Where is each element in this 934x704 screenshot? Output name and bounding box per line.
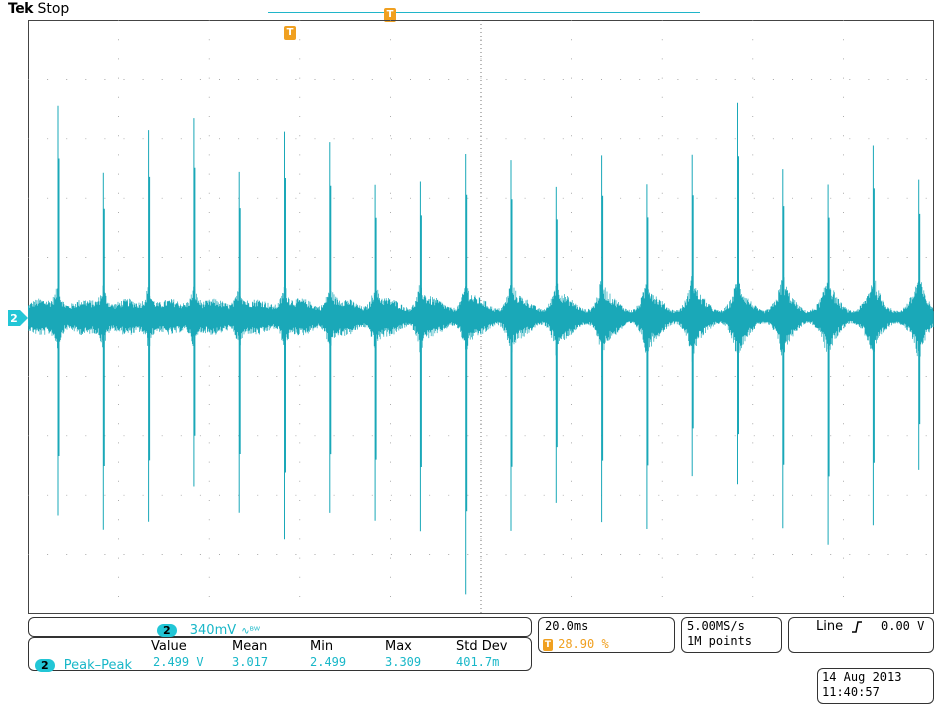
- waveform-spike: [782, 169, 785, 529]
- trigger-position-icon[interactable]: T: [284, 26, 296, 40]
- waveform-spike: [284, 131, 286, 540]
- waveform-spike: [419, 181, 422, 532]
- waveform-spike: [555, 186, 558, 503]
- measure-header-max: Max: [385, 639, 412, 654]
- record-length: 1M points: [687, 634, 753, 648]
- channel-2-ground-marker[interactable]: 2: [8, 310, 28, 326]
- date: 14 Aug 2013: [822, 670, 902, 684]
- waveform-spike: [646, 184, 649, 529]
- measure-min: 2.499: [310, 655, 347, 669]
- waveform-spike: [148, 130, 151, 522]
- measure-header-mean: Mean: [232, 639, 268, 654]
- waveform-spike: [329, 142, 332, 513]
- record-trigger-icon: T: [384, 8, 396, 22]
- waveform-spike: [872, 145, 875, 526]
- ac-bandwidth-limit-icon: ∿ᴮᵂ: [241, 626, 261, 637]
- time-per-division: 20.0ms: [545, 619, 589, 633]
- measure-mean: 3.017: [232, 655, 269, 669]
- trigger-source: Line: [816, 619, 844, 634]
- waveform-spike: [193, 118, 196, 487]
- waveform-spike: [57, 105, 60, 516]
- waveform-spike: [918, 179, 921, 470]
- measurement-channel-badge: 2: [35, 659, 55, 672]
- measure-value: 2.499 V: [153, 655, 204, 669]
- timebase-readout[interactable]: 20.0ms T 28.90 %: [538, 617, 675, 653]
- waveform-spike: [601, 155, 604, 523]
- rising-edge-icon: [852, 621, 862, 633]
- waveform-spike: [374, 184, 377, 521]
- trigger-level: 0.00 V: [881, 619, 925, 633]
- waveform-display[interactable]: [28, 20, 934, 614]
- measure-header-value: Value: [151, 639, 187, 654]
- trigger-readout[interactable]: Line 0.00 V: [788, 617, 934, 653]
- acquisition-state: Stop: [37, 1, 70, 17]
- trigger-icon: T: [543, 638, 553, 651]
- channel-2-waveform: [28, 102, 934, 595]
- channel-badge: 2: [157, 624, 177, 637]
- record-view-bar: [268, 12, 700, 13]
- measure-max: 3.309: [385, 655, 422, 669]
- waveform-spike: [737, 102, 739, 485]
- waveform-spike: [465, 154, 468, 595]
- acquisition-readout[interactable]: 5.00MS/s 1M points: [681, 617, 782, 653]
- time: 11:40:57: [822, 685, 880, 699]
- channel-marker-label: 2: [10, 312, 18, 325]
- measurement-panel[interactable]: Value Mean Min Max Std Dev 2 Peak–Peak 2…: [28, 637, 532, 673]
- measure-header-min: Min: [310, 639, 334, 654]
- datetime-readout: 14 Aug 2013 11:40:57: [817, 668, 934, 704]
- waveform-spike: [827, 184, 830, 545]
- channel-readout[interactable]: 2 340mV ∿ᴮᵂ: [28, 617, 532, 638]
- measure-header-stddev: Std Dev: [456, 639, 508, 654]
- waveform-spike: [510, 160, 513, 531]
- waveform-spike: [102, 172, 105, 530]
- waveform-spike: [238, 171, 241, 513]
- sample-rate: 5.00MS/s: [687, 619, 745, 633]
- brand-logo: Tek: [8, 1, 34, 17]
- scope-status: Tek Stop: [8, 1, 69, 17]
- channel-scale: 340mV: [189, 623, 237, 638]
- trigger-position: 28.90 %: [558, 637, 609, 651]
- measurement-name: Peak–Peak: [63, 658, 132, 673]
- waveform-spike: [691, 154, 694, 477]
- measure-stddev: 401.7m: [456, 655, 500, 669]
